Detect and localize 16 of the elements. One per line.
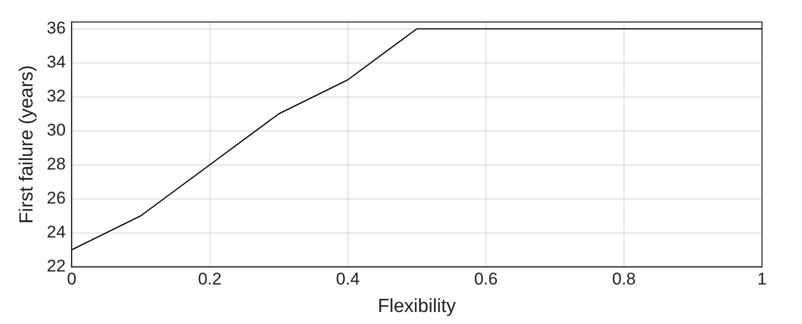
x-tick-label: 0: [66, 270, 76, 289]
y-tick-label: 32: [46, 86, 66, 106]
x-tick-label: 0.4: [336, 270, 360, 289]
x-tick-label: 1: [757, 270, 767, 289]
y-tick-label: 22: [46, 256, 66, 276]
y-tick-label: 30: [46, 120, 66, 140]
y-tick-label: 36: [46, 18, 66, 38]
y-tick-label: 26: [46, 188, 66, 208]
y-tick-label: 24: [46, 222, 66, 242]
x-tick-label: 0.2: [198, 270, 222, 289]
y-axis-title: First failure (years): [16, 65, 38, 224]
y-tick-label: 34: [46, 52, 66, 72]
x-tick-label: 0.8: [612, 270, 636, 289]
x-tick-label: 0.6: [474, 270, 498, 289]
x-axis-title: Flexibility: [378, 296, 456, 317]
y-tick-label: 28: [46, 154, 66, 174]
